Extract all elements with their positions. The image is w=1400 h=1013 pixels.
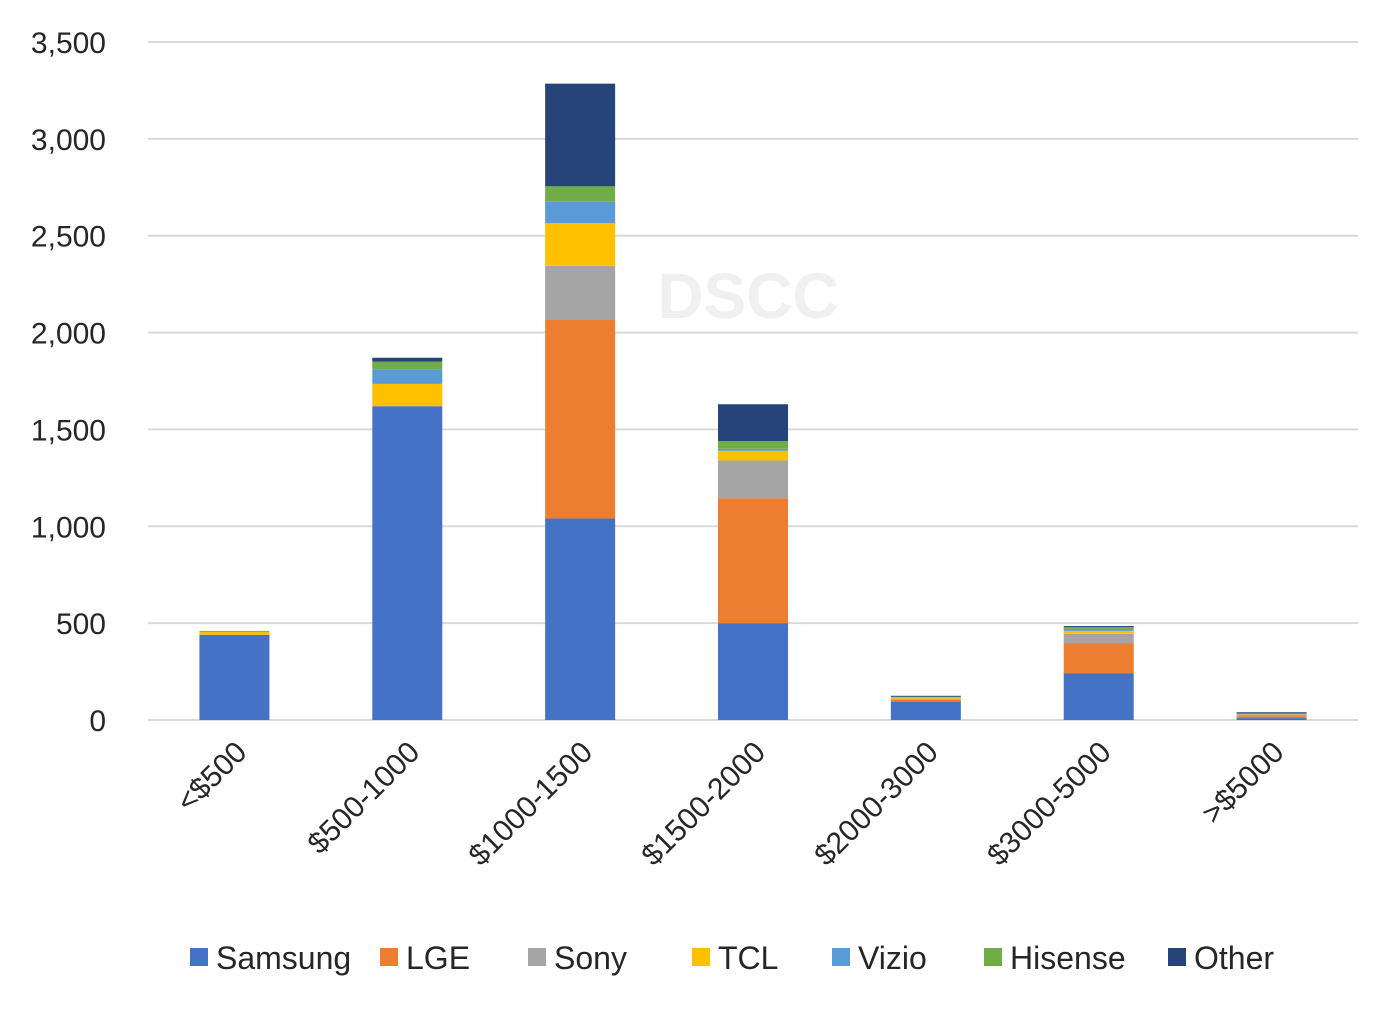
bar-segment-hisense	[1063, 627, 1134, 629]
bar-segment-lge	[718, 498, 788, 624]
bar-segment-hisense	[372, 361, 443, 370]
bar-segment-samsung	[372, 406, 443, 720]
legend-label-vizio: Vizio	[858, 940, 927, 976]
x-tick-label: >$5000	[1196, 736, 1291, 831]
bar-segment-tcl	[1236, 713, 1307, 715]
bar-segment-other	[1236, 712, 1307, 714]
x-tick-label: $3000-5000	[981, 736, 1118, 873]
bar-segment-hisense	[199, 630, 270, 632]
bar-segment-vizio	[718, 448, 788, 451]
y-tick-label: 2,500	[31, 221, 106, 254]
x-tick-label: $2000-3000	[808, 736, 945, 873]
x-axis-tick-labels: <$500 $500-1000 $1000-1500 $1500-2000 $2000-…	[170, 736, 1290, 873]
bar-segment-tcl	[890, 697, 961, 699]
bar-segment-tcl	[718, 450, 788, 461]
y-tick-label: 0	[89, 705, 106, 738]
y-axis-tick-labels: 0 500 1,000 1,500 2,000 2,500 3,000 3,500	[31, 27, 106, 738]
bar-segment-other	[890, 695, 961, 697]
legend-label-sony: Sony	[554, 940, 627, 976]
legend-label-other: Other	[1194, 940, 1274, 976]
legend-swatch-tcl	[692, 948, 710, 966]
bar-segment-lge	[1236, 716, 1307, 719]
legend-swatch-vizio	[832, 948, 850, 966]
bar-segment-lge	[890, 699, 961, 702]
bar-segment-samsung	[890, 701, 961, 720]
legend-swatch-hisense	[984, 948, 1002, 966]
x-tick-label: <$500	[170, 736, 253, 819]
bar-segment-hisense	[545, 186, 616, 202]
bar-segment-vizio	[372, 369, 443, 384]
bar-segment-samsung	[1236, 718, 1307, 720]
y-tick-label: 3,000	[31, 124, 106, 157]
bar-segment-vizio	[1063, 628, 1134, 631]
bar-segment-tcl	[372, 383, 443, 407]
bar-segment-sony	[545, 265, 616, 320]
legend-label-tcl: TCL	[718, 940, 778, 976]
bar-segment-vizio	[545, 201, 616, 224]
y-tick-label: 500	[56, 608, 106, 641]
y-tick-label: 2,000	[31, 318, 106, 351]
bar-segment-sony	[1063, 633, 1134, 644]
x-tick-label: $1500-2000	[635, 736, 772, 873]
bar-segment-other	[545, 83, 616, 187]
bar-segment-hisense	[1236, 713, 1307, 714]
bars	[199, 83, 1307, 720]
bar-segment-tcl	[199, 631, 270, 635]
bar-segment-tcl	[1063, 630, 1134, 634]
bar-segment-samsung	[1063, 673, 1134, 720]
legend-label-samsung: Samsung	[216, 940, 351, 976]
bar-segment-samsung	[545, 518, 616, 720]
watermark: DSCC	[657, 260, 838, 332]
y-tick-label: 1,500	[31, 414, 106, 447]
y-tick-label: 3,500	[31, 27, 106, 60]
legend-label-hisense: Hisense	[1010, 940, 1126, 976]
legend-label-lge: LGE	[406, 940, 470, 976]
bar-segment-sony	[718, 460, 788, 499]
bar-segment-lge	[1063, 643, 1134, 674]
y-tick-label: 1,000	[31, 511, 106, 544]
bar-segment-samsung	[199, 634, 270, 720]
bar-segment-tcl	[545, 223, 616, 266]
bar-segment-other	[718, 404, 788, 442]
bar-segment-sony	[890, 698, 961, 700]
x-tick-label: $500-1000	[301, 736, 426, 861]
bar-segment-lge	[545, 319, 616, 519]
legend-swatch-sony	[528, 948, 546, 966]
bar-segment-sony	[1236, 714, 1307, 717]
bar-segment-samsung	[718, 623, 788, 720]
bar-segment-hisense	[718, 441, 788, 449]
legend-swatch-other	[1168, 948, 1186, 966]
legend: Samsung LGE Sony TCL Vizio Hisense Other	[190, 940, 1274, 976]
x-tick-label: $1000-1500	[463, 736, 600, 873]
bar-segment-other	[372, 357, 443, 362]
legend-swatch-lge	[380, 948, 398, 966]
legend-swatch-samsung	[190, 948, 208, 966]
bar-segment-other	[1063, 626, 1134, 628]
bar-segment-hisense	[890, 696, 961, 698]
